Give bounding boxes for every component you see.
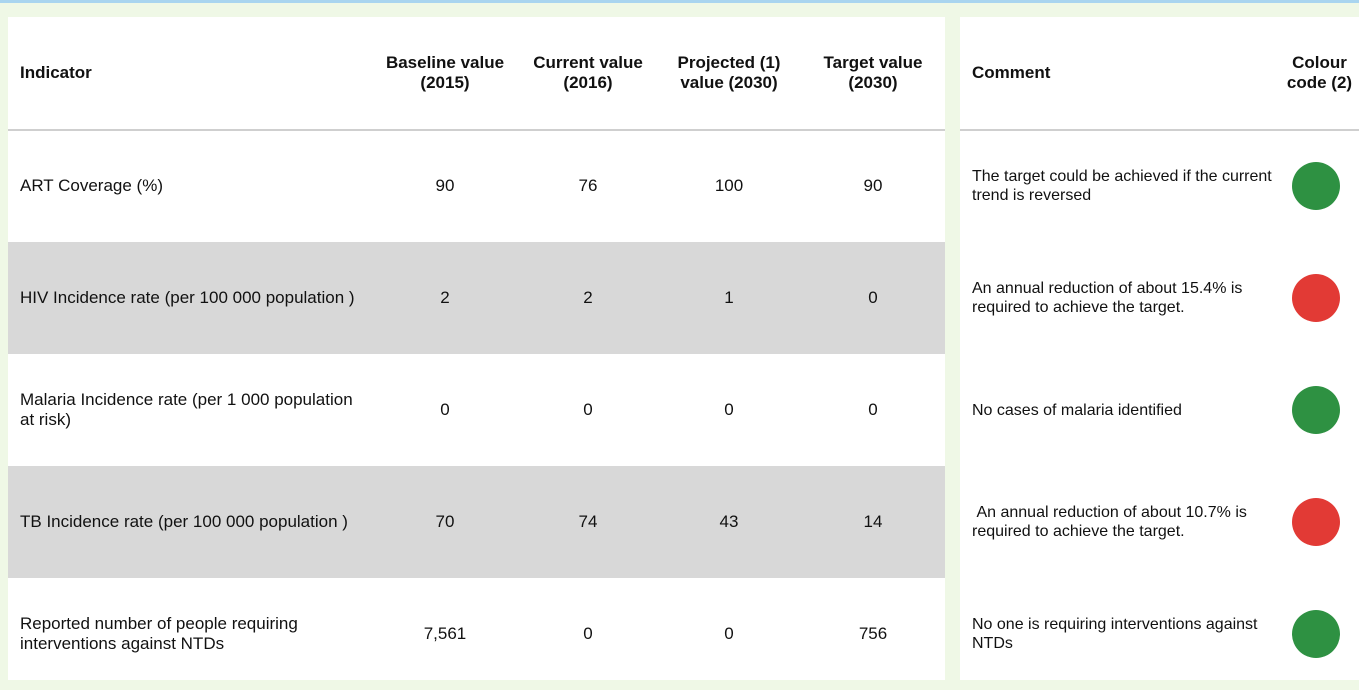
value-cell: 1	[724, 288, 734, 307]
indicator: Malaria Incidence rate (per 1 000 popula…	[20, 390, 358, 429]
comment: An annual reduction of about 15.4% is re…	[972, 280, 1247, 316]
column-header: Target value (2030)	[823, 53, 928, 92]
comment: The target could be achieved if the curr…	[972, 168, 1272, 204]
value-cell: 76	[578, 176, 598, 195]
value-cell: 7,561	[423, 624, 467, 643]
value-cell: 43	[719, 512, 739, 531]
colour-code	[1292, 610, 1340, 658]
row-shade	[8, 242, 945, 354]
comment: No one is requiring interventions agains…	[972, 616, 1262, 652]
value-cell: 0	[724, 400, 734, 419]
value-cell: 100	[714, 176, 744, 195]
value-cell: 70	[435, 512, 455, 531]
value-cell: 74	[578, 512, 598, 531]
column-header: Indicator	[20, 63, 92, 82]
indicator: ART Coverage (%)	[20, 176, 163, 195]
column-header: Comment	[972, 63, 1051, 82]
value-cell: 2	[583, 288, 593, 307]
header-rule	[960, 129, 1359, 131]
value-cell: 0	[724, 624, 734, 643]
value-cell: 0	[583, 400, 593, 419]
indicator: HIV Incidence rate (per 100 000 populati…	[20, 288, 355, 307]
value-cell: 0	[868, 400, 878, 419]
column-header: Baseline value (2015)	[385, 53, 509, 92]
indicator: Reported number of people requiring inte…	[20, 614, 303, 653]
colour-code	[1292, 274, 1340, 322]
comment: No cases of malaria identified	[972, 401, 1182, 419]
header-rule	[8, 129, 945, 131]
column-header: Projected (1) value (2030)	[677, 53, 786, 92]
value-cell: 2	[440, 288, 450, 307]
row-shade	[8, 466, 945, 578]
column-header: Colour code (2)	[1286, 53, 1353, 92]
colour-code	[1292, 386, 1340, 434]
value-cell: 14	[863, 512, 883, 531]
top-bar	[0, 0, 1359, 3]
value-cell: 0	[440, 400, 450, 419]
comment: An annual reduction of about 10.7% is re…	[972, 504, 1252, 540]
column-header: Current value (2016)	[533, 53, 648, 92]
indicator: TB Incidence rate (per 100 000 populatio…	[20, 512, 348, 531]
value-cell: 756	[858, 624, 888, 643]
value-cell: 90	[863, 176, 883, 195]
value-cell: 90	[435, 176, 455, 195]
comment-panel	[960, 17, 1359, 680]
value-cell: 0	[868, 288, 878, 307]
colour-code	[1292, 498, 1340, 546]
value-cell: 0	[583, 624, 593, 643]
colour-code	[1292, 162, 1340, 210]
